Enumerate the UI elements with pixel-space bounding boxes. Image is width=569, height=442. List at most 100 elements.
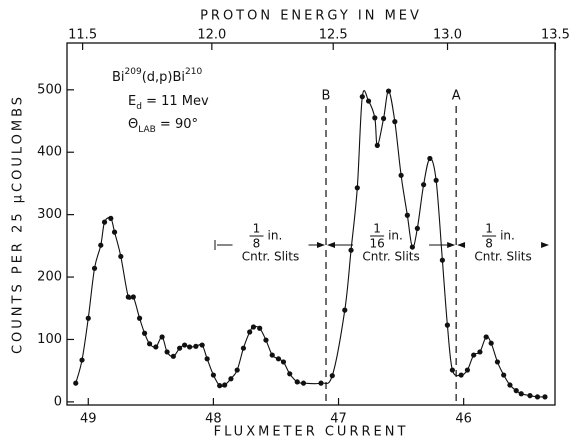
slit-den: 16 (369, 237, 384, 251)
slit-text: Cntr. Slits (474, 250, 531, 264)
data-point (210, 372, 216, 378)
data-point (275, 356, 282, 362)
data-point (247, 329, 253, 335)
data-point (421, 182, 427, 188)
slit-den: 8 (253, 237, 261, 251)
data-point (294, 379, 300, 385)
data-point (427, 155, 433, 162)
arrow-head (317, 242, 326, 248)
data-point (392, 119, 398, 125)
data-point (193, 343, 199, 349)
x-tick-label: 48 (205, 412, 222, 427)
data-point (513, 388, 519, 394)
data-point (234, 367, 240, 373)
data-point (111, 229, 118, 235)
x2-tick-label: 11.5 (68, 28, 97, 43)
data-point (240, 345, 247, 351)
slit-num: 1 (253, 222, 261, 236)
data-point (449, 367, 455, 373)
data-point (177, 345, 183, 351)
data-point (73, 380, 79, 386)
data-point (483, 334, 489, 340)
x2-axis-label: PROTON ENERGY IN MEV (200, 9, 422, 24)
data-point (217, 383, 223, 389)
data-point (170, 353, 176, 359)
data-point (342, 307, 348, 313)
y-tick-label: 300 (37, 207, 62, 222)
data-point (458, 372, 464, 378)
data-point (372, 115, 378, 121)
data-point (153, 344, 159, 350)
data-point (130, 294, 136, 300)
data-point (182, 342, 188, 348)
data-point (464, 367, 471, 373)
data-point (398, 172, 404, 178)
data-point (380, 115, 387, 122)
x-tick-label: 47 (330, 412, 347, 427)
data-point (263, 337, 269, 343)
reaction-label: Bi209(d,p)Bi210 (112, 67, 202, 85)
data-point (159, 334, 165, 340)
data-point (374, 142, 380, 148)
slit-text: Cntr. Slits (362, 250, 419, 264)
data-point (146, 341, 153, 347)
data-point (118, 253, 124, 260)
x-tick-label: 46 (455, 412, 472, 427)
slit-boundary-label: B (322, 89, 331, 104)
data-point (488, 340, 494, 346)
plot-frame (66, 42, 556, 406)
data-point (348, 247, 354, 253)
data-point (79, 357, 85, 363)
data-point (269, 352, 275, 358)
data-point (318, 380, 324, 386)
y-tick-label: 400 (37, 145, 62, 160)
data-point (329, 373, 335, 379)
data-point (471, 352, 477, 358)
data-point (477, 349, 483, 355)
data-point (141, 330, 148, 336)
data-point (280, 359, 287, 365)
y-tick-label: 0 (54, 394, 62, 409)
y-tick-label: 500 (37, 82, 62, 97)
slit-boundary-label: A (452, 89, 461, 104)
data-point (300, 380, 307, 386)
data-point (187, 344, 193, 350)
data-point (287, 371, 293, 377)
label-bg (232, 221, 309, 269)
label-bg (465, 221, 542, 269)
x2-tick-label: 13.5 (541, 28, 569, 43)
data-point (354, 185, 360, 191)
data-point (222, 382, 228, 388)
data-point (199, 342, 205, 348)
slit-text: Cntr. Slits (242, 250, 299, 264)
data-point (257, 325, 263, 331)
data-point (542, 394, 548, 400)
data-point (439, 257, 445, 263)
data-point (444, 322, 450, 328)
slit-unit: in. (268, 229, 283, 243)
data-point (98, 242, 104, 248)
arrow-head (541, 242, 549, 248)
data-point (101, 219, 108, 225)
data-point (91, 265, 98, 271)
data-point (250, 324, 257, 330)
data-point (108, 215, 114, 221)
data-point (518, 391, 524, 397)
y-tick-label: 100 (37, 332, 62, 347)
data-point (228, 376, 234, 382)
data-point (359, 94, 365, 100)
arrow-head (327, 242, 336, 248)
x-tick-label: 49 (80, 412, 97, 427)
data-point (204, 356, 210, 362)
x-axis-label: FLUXMETER CURRENT (214, 425, 409, 440)
x2-tick-label: 12.5 (319, 28, 348, 43)
data-point (404, 212, 410, 218)
arrow-head (457, 242, 466, 248)
y-axis-label: COUNTS PER 25 μCOULOMBS (11, 94, 26, 354)
data-point (164, 349, 170, 355)
arrow-head (447, 242, 456, 248)
data-point (534, 394, 541, 400)
data-point (527, 393, 533, 399)
data-point (507, 382, 513, 388)
